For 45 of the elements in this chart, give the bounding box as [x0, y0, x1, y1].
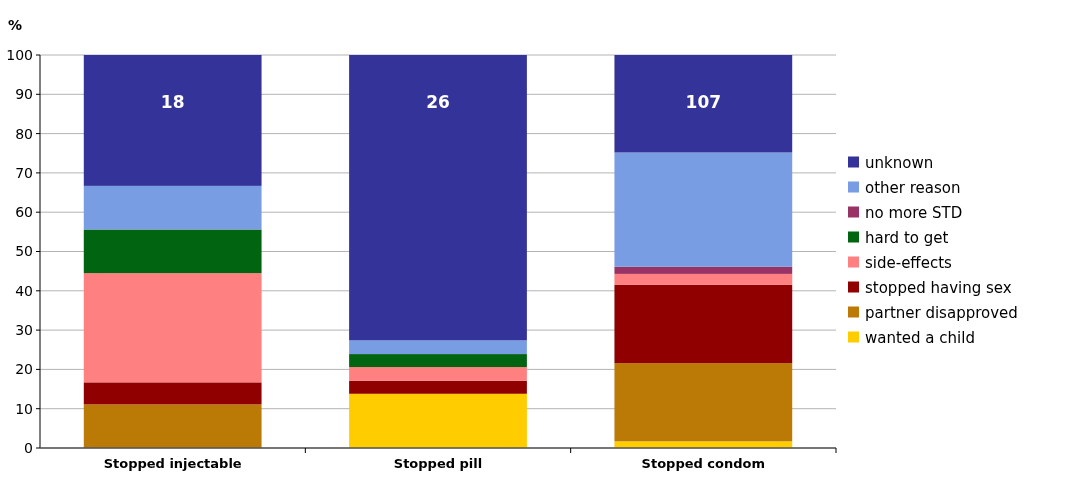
- bar: [83, 55, 262, 186]
- bar: [614, 284, 793, 364]
- bar: [614, 363, 793, 442]
- bar: [614, 441, 793, 448]
- bar: [614, 273, 793, 285]
- annotation: 107: [685, 92, 722, 113]
- legend-label: hard to get: [865, 228, 949, 247]
- legend-label: unknown: [865, 153, 934, 172]
- y-tick-label: 60: [15, 204, 33, 221]
- y-tick-label: 20: [15, 361, 33, 378]
- y-tick-label: 40: [15, 282, 33, 299]
- y-tick-label: 90: [15, 86, 33, 103]
- y-tick-label: 50: [15, 243, 33, 260]
- bar: [349, 55, 527, 341]
- y-tick-label: 30: [15, 322, 33, 338]
- legend-label: wanted a child: [865, 328, 975, 347]
- y-axis-title: %: [8, 17, 23, 33]
- legend-label: no more STD: [865, 203, 963, 222]
- annotation: 26: [426, 92, 450, 113]
- legend-label: stopped having sex: [865, 278, 1012, 297]
- legend-label: other reason: [865, 178, 961, 197]
- legend-label: partner disapproved: [865, 303, 1018, 322]
- bar: [614, 55, 793, 153]
- bar: [83, 229, 262, 274]
- bar: [83, 273, 262, 383]
- bar: [83, 404, 262, 448]
- x-tick-label: Stopped condom: [641, 456, 766, 471]
- y-tick-label: 0: [24, 439, 33, 456]
- bar: [614, 266, 793, 274]
- bar: [349, 354, 527, 368]
- bar: [349, 380, 527, 394]
- y-tick-label: 100: [6, 46, 33, 63]
- y-tick-label: 70: [15, 164, 33, 181]
- x-tick-label: Stopped pill: [393, 456, 483, 471]
- y-tick-label: 80: [15, 125, 33, 142]
- annotation: 18: [160, 92, 185, 113]
- bar: [614, 152, 793, 267]
- bar: [349, 393, 527, 448]
- bar: [83, 185, 262, 230]
- x-tick-label: Stopped injectable: [103, 456, 242, 471]
- bar: [349, 367, 527, 381]
- bar: [83, 382, 262, 405]
- y-tick-label: 10: [15, 400, 33, 417]
- legend-label: side-effects: [865, 253, 953, 272]
- bar: [349, 340, 527, 355]
